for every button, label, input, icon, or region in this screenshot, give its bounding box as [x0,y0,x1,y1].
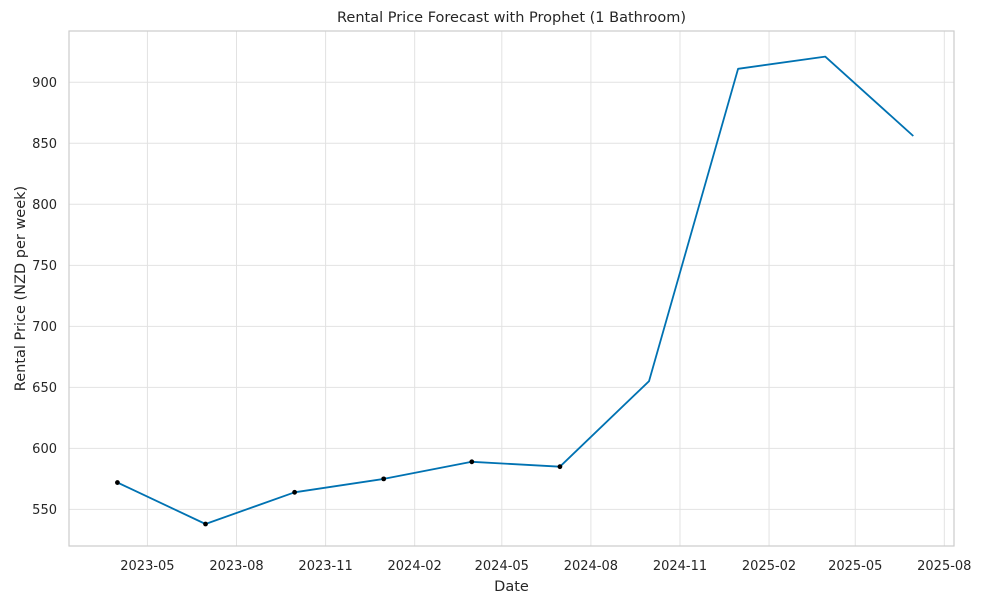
x-tick-label: 2025-02 [742,559,796,574]
observed-point [292,489,298,495]
observed-point [203,521,208,527]
x-tick-label: 2025-08 [917,559,971,574]
y-tick-label: 700 [32,320,57,335]
observed-point [557,464,563,470]
x-tick-label: 2025-05 [828,559,882,574]
x-axis-label: Date [494,579,529,595]
plot-layer [115,55,914,527]
y-axis-label: Rental Price (NZD per week) [13,186,29,391]
observed-point [381,476,387,482]
plot-frame [68,30,955,547]
grid-layer [69,31,954,546]
y-tick-label: 900 [32,76,57,91]
chart-title: Rental Price Forecast with Prophet (1 Ba… [337,10,686,26]
y-tick-label: 650 [32,381,57,396]
x-tick-label: 2023-11 [298,559,352,574]
y-tick-label: 550 [32,503,57,518]
tick-layer: 2023-05 2023-08 2023-11 2024-02 2024-05 2024-… [32,76,971,574]
forecast-line [117,55,914,525]
y-tick-label: 800 [32,198,57,213]
x-tick-label: 2024-02 [388,559,442,574]
x-tick-label: 2023-05 [120,559,174,574]
y-tick-label: 850 [32,137,57,152]
x-tick-label: 2024-08 [564,559,618,574]
observed-point [115,480,120,485]
x-tick-label: 2024-11 [653,559,707,574]
observed-point [469,459,475,465]
y-tick-label: 750 [32,259,57,274]
x-tick-label: 2023-08 [209,559,263,574]
x-tick-label: 2024-05 [475,559,529,574]
y-tick-label: 600 [32,442,57,457]
